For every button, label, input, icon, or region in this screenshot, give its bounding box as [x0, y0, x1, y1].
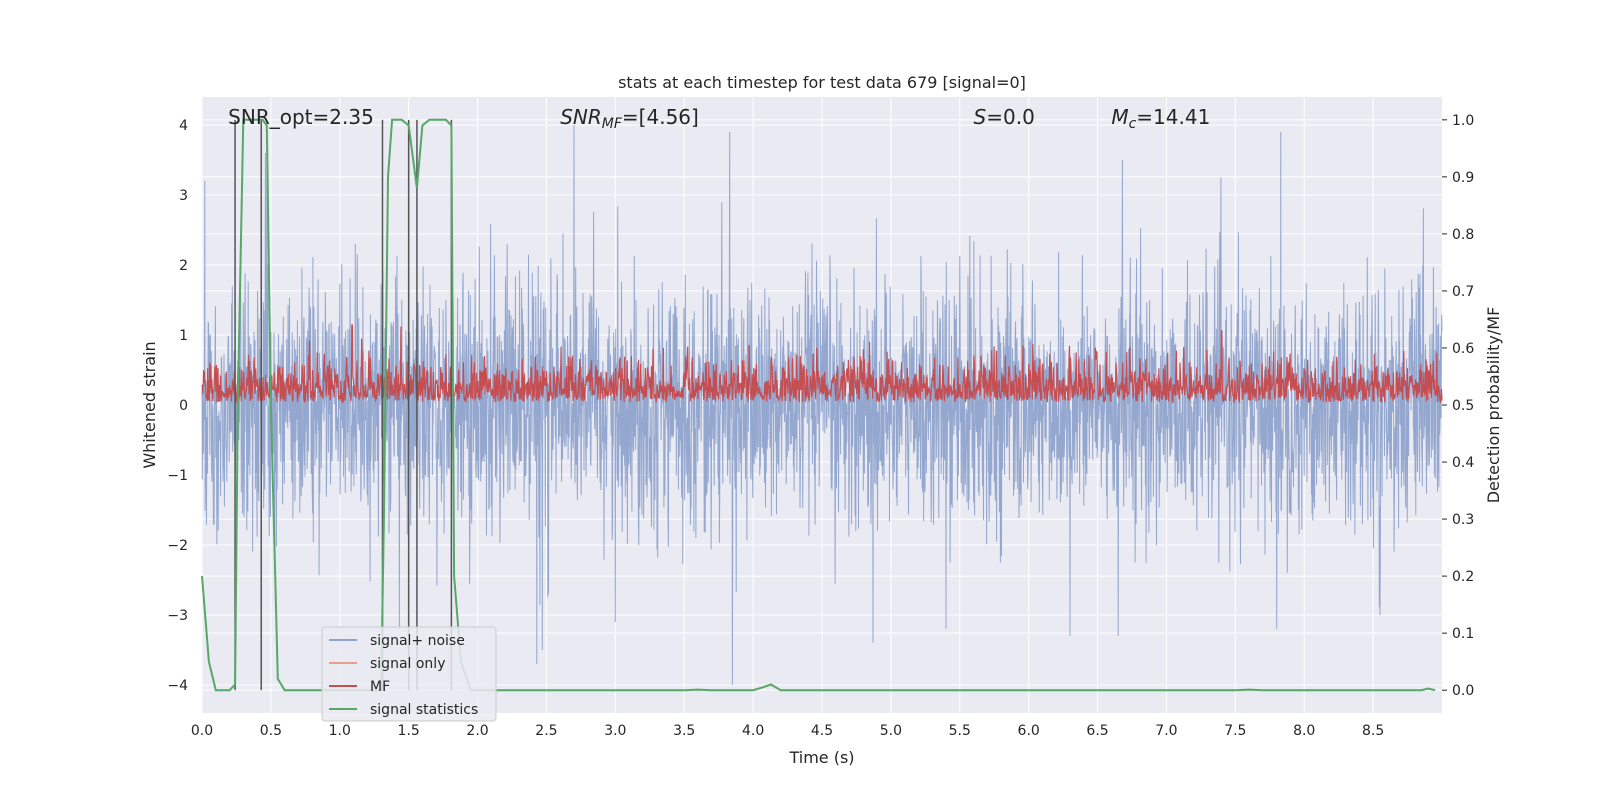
annotations: SNR_opt=2.35 SNRMF=[4.56] S=0.0 Mc=14.41 — [228, 105, 1210, 132]
x-tick-label: 7.0 — [1155, 723, 1177, 739]
x-tick-label: 5.0 — [880, 723, 902, 739]
y-axis-label-left: Whitened strain — [140, 341, 159, 468]
legend-label-mf: MF — [370, 679, 390, 695]
x-tick-label: 6.0 — [1018, 723, 1040, 739]
y-tick-label-left: −1 — [167, 468, 188, 484]
y-tick-label-left: −4 — [167, 678, 188, 694]
legend-label-signal-only: signal only — [370, 656, 445, 672]
x-tick-label: 1.5 — [398, 723, 420, 739]
y-tick-label-right: 0.2 — [1452, 569, 1474, 585]
legend-label-signal-statistics: signal statistics — [370, 702, 478, 718]
x-axis-label: Time (s) — [788, 748, 854, 767]
x-tick-label: 5.5 — [949, 723, 971, 739]
y-axis-label-right: Detection probability/MF — [1484, 307, 1503, 504]
y-tick-label-right: 0.8 — [1452, 227, 1474, 243]
y-tick-label-left: −3 — [167, 608, 188, 624]
x-tick-label: 3.0 — [604, 723, 626, 739]
chart-title: stats at each timestep for test data 679… — [618, 73, 1026, 92]
x-tick-label: 0.5 — [260, 723, 282, 739]
y-tick-label-right: 0.6 — [1452, 341, 1474, 357]
y-tick-label-right: 0.1 — [1452, 626, 1474, 642]
signal-statistics-line — [201, 118, 1436, 692]
y-tick-label-right: 0.0 — [1452, 683, 1474, 699]
x-tick-label: 1.0 — [329, 723, 351, 739]
annotation-3: Mc=14.41 — [1111, 105, 1210, 132]
x-tick-label: 2.5 — [535, 723, 557, 739]
y-tick-label-right: 0.9 — [1452, 170, 1474, 186]
y-tick-label-right: 0.4 — [1452, 455, 1474, 471]
y-tick-label-right: 0.3 — [1452, 512, 1474, 528]
y-tick-label-left: 1 — [179, 328, 188, 344]
y-tick-label-right: 0.7 — [1452, 284, 1474, 300]
x-tick-label: 2.0 — [466, 723, 488, 739]
ticks: 0.0 0.5 1.0 1.5 2.0 2.5 3.0 3.5 4.0 4.5 5.0 5.5 6.0 6… — [167, 113, 1474, 739]
y-tick-label-left: −2 — [167, 538, 188, 554]
x-tick-label: 8.0 — [1293, 723, 1315, 739]
legend-box — [321, 626, 497, 722]
x-tick-label: 6.5 — [1086, 723, 1108, 739]
x-tick-label: 8.5 — [1362, 723, 1384, 739]
legend: signal+ noise signal only MF signal stat… — [321, 626, 497, 722]
annotation-2: S=0.0 — [974, 105, 1035, 129]
signal-statistics-series — [201, 118, 1436, 692]
y-tick-label-right: 1.0 — [1452, 113, 1474, 129]
y-tick-label-right: 0.5 — [1452, 398, 1474, 414]
y-tick-label-left: 4 — [179, 118, 188, 134]
legend-label-signal-noise: signal+ noise — [370, 633, 465, 649]
x-tick-label: 7.5 — [1224, 723, 1246, 739]
x-tick-label: 0.0 — [191, 723, 213, 739]
y-tick-label-left: 3 — [179, 188, 188, 204]
x-tick-label: 4.5 — [811, 723, 833, 739]
annotation-1: SNRMF=[4.56] — [560, 105, 699, 132]
annotation-0: SNR_opt=2.35 — [228, 105, 374, 129]
x-tick-label: 3.5 — [673, 723, 695, 739]
x-tick-label: 4.0 — [742, 723, 764, 739]
y-tick-label-left: 2 — [179, 258, 188, 274]
y-tick-label-left: 0 — [179, 398, 188, 414]
